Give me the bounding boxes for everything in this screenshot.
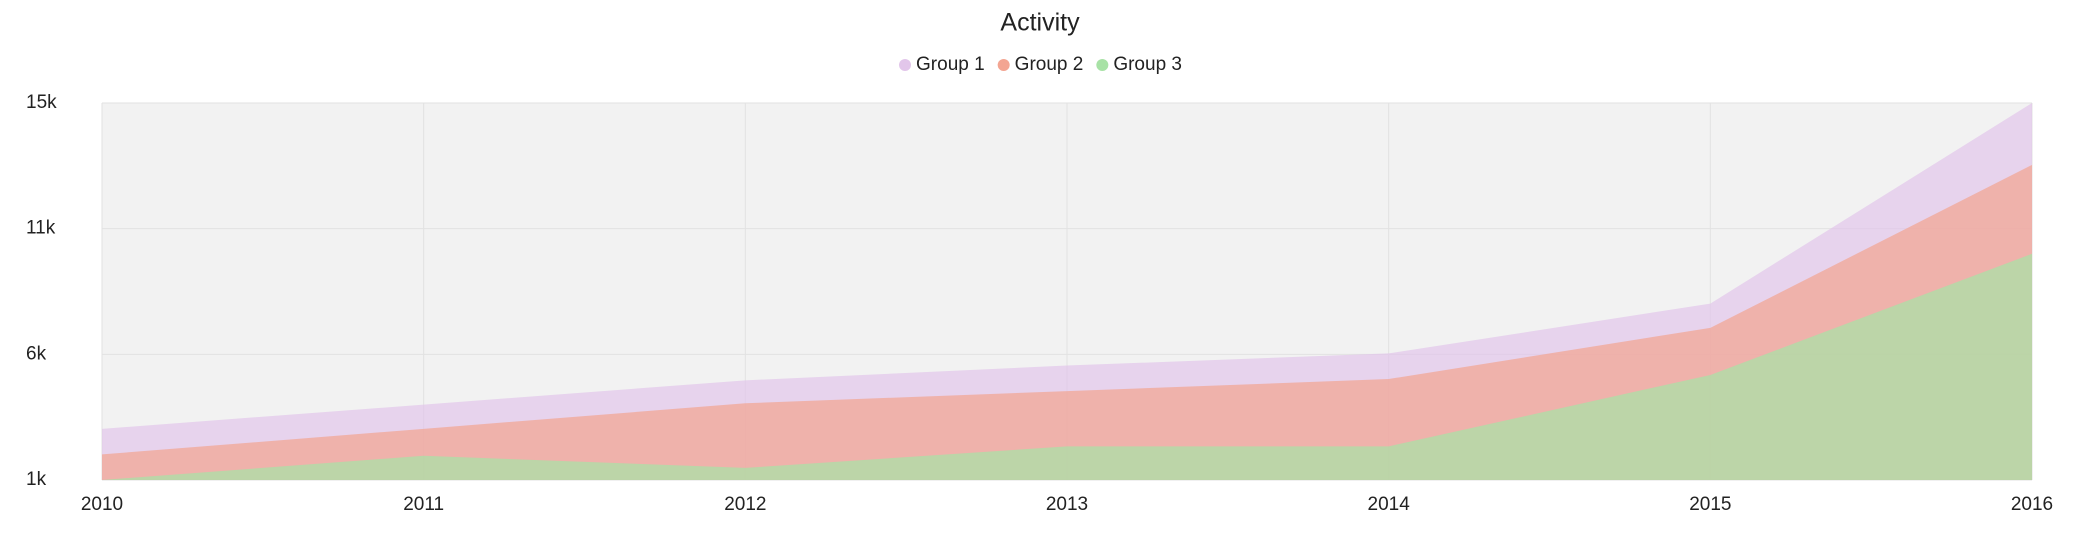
chart-title: Activity [1000, 9, 1080, 37]
legend-marker [1096, 59, 1109, 71]
x-tick-label: 2015 [1689, 494, 1731, 515]
x-tick-label: 2011 [403, 494, 444, 515]
x-tick-label: 2013 [1046, 494, 1088, 515]
legend-label[interactable]: Group 3 [1113, 54, 1182, 75]
y-tick-label: 6k [26, 343, 47, 364]
legend-label[interactable]: Group 2 [1015, 54, 1084, 75]
y-tick-label: 1k [26, 469, 47, 490]
y-tick-label: 11k [26, 218, 56, 239]
y-tick-label: 15k [26, 92, 57, 113]
area [102, 164, 2032, 480]
legend-marker [899, 59, 912, 71]
legend-marker [997, 59, 1010, 71]
x-tick-label: 2014 [1368, 494, 1411, 515]
area [102, 253, 2032, 480]
x-tick-label: 2012 [724, 494, 766, 515]
x-tick-label: 2016 [2011, 494, 2053, 515]
x-tick-label: 2010 [81, 494, 123, 515]
legend: Group 1 Group 2 Group 3 [899, 54, 1182, 75]
legend-label[interactable]: Group 1 [916, 54, 985, 75]
